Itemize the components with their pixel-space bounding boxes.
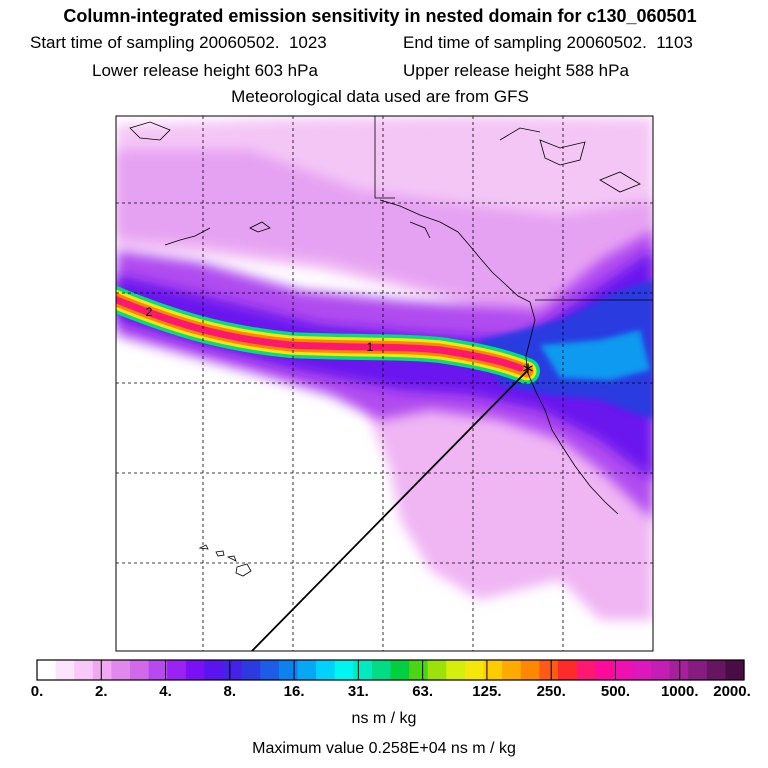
release-lower: Lower release height 603 hPa [92,61,318,81]
color-bar-label: 250. [536,683,566,700]
color-bar-swatch [688,660,708,680]
color-bar-swatch [613,660,633,680]
sensitivity-field-blue [116,250,653,480]
color-bar-swatch [557,660,578,680]
color-bar-swatch [632,660,652,680]
met-note: Meteorological data used are from GFS [231,87,529,106]
color-bar-swatch [92,660,113,680]
color-bar-swatch [297,660,317,680]
release-upper-label: Upper release height [403,61,561,80]
color-bar-swatch [725,660,745,680]
color-bar-swatch [334,660,354,680]
color-bar-label: 1000. [660,683,699,700]
plume-marker-1: 1 [367,340,374,354]
plot-title: Column-integrated emission sensitivity i… [63,6,697,26]
sampling-end: End time of sampling 20060502. 1103 [403,33,693,53]
color-bar-swatch [204,660,224,680]
color-bar-swatch [130,660,150,680]
plume-marker-2: 2 [146,305,153,319]
color-bar-label: 8. [223,683,237,700]
color-bar-swatch [148,660,168,680]
color-bar-swatch [37,660,57,680]
color-bar-label: 2. [95,683,108,700]
release-upper-value: 588 hPa [565,61,629,80]
color-bar-label: 31. [347,683,369,700]
map-gridlines [116,116,653,651]
color-bar-swatch [316,660,336,680]
sampling-end-label: End time of sampling [403,33,562,52]
color-bar-units: ns m / kg [351,710,417,727]
color-bar-swatch [650,660,671,680]
sensitivity-field-cyan [540,330,650,380]
release-lower-value: 603 hPa [254,61,318,80]
color-bar-swatch [55,660,75,680]
color-bar-swatch [464,660,485,680]
color-bar-swatch [595,660,615,680]
color-bar-swatch [371,660,392,680]
sampling-start-label: Start time of sampling [30,33,195,52]
color-bar-swatch [74,660,94,680]
release-upper: Upper release height 588 hPa [403,61,629,81]
color-bar-swatch [241,660,261,680]
color-bar-swatch [502,660,522,680]
color-bar-swatch [446,660,466,680]
color-bar-swatch [520,660,540,680]
coastlines [129,116,653,515]
color-bar-label: 125. [472,683,502,700]
maximum-value: Maximum value 0.258E+04 ns m / kg [252,740,516,757]
sensitivity-field-low-2 [116,150,653,330]
sampling-start: Start time of sampling 20060502. 1023 [30,33,327,53]
color-bar-swatch [483,660,503,680]
color-bar-swatch [223,660,243,680]
map-frame [115,115,654,652]
hawaii-islands [198,544,252,577]
color-bar-label: 63. [412,683,434,700]
color-bar-swatch [390,660,410,680]
sampling-start-value: 20060502. 1023 [199,33,327,52]
color-bar-swatch [111,660,131,680]
color-bar-frame [36,659,745,681]
color-bar-swatch [539,660,559,680]
sampling-end-value: 20060502. 1103 [566,33,693,52]
flight-track-line [250,370,528,651]
color-bar-swatch [167,660,187,680]
color-bar-swatch [409,660,429,680]
color-bar-swatch [427,660,447,680]
map-field: * 2 1 [116,116,653,651]
color-bar-label: 16. [283,683,305,700]
color-bar-swatch [576,660,596,680]
color-bar-swatch [353,660,373,680]
release-lower-label: Lower release height [92,61,250,80]
color-bar-swatch [669,660,689,680]
color-bar-label: 2000. [713,683,751,700]
color-bar [36,660,745,680]
color-bar-swatch [260,660,280,680]
color-bar-label: 0. [30,683,44,700]
color-bar-label: 500. [600,683,631,700]
color-bar-swatch [185,660,206,680]
color-bar-swatch [706,660,726,680]
color-bar-label: 4. [159,683,172,700]
release-marker: * [523,361,534,386]
color-bar-swatch [278,660,299,680]
plume-core [116,295,524,372]
